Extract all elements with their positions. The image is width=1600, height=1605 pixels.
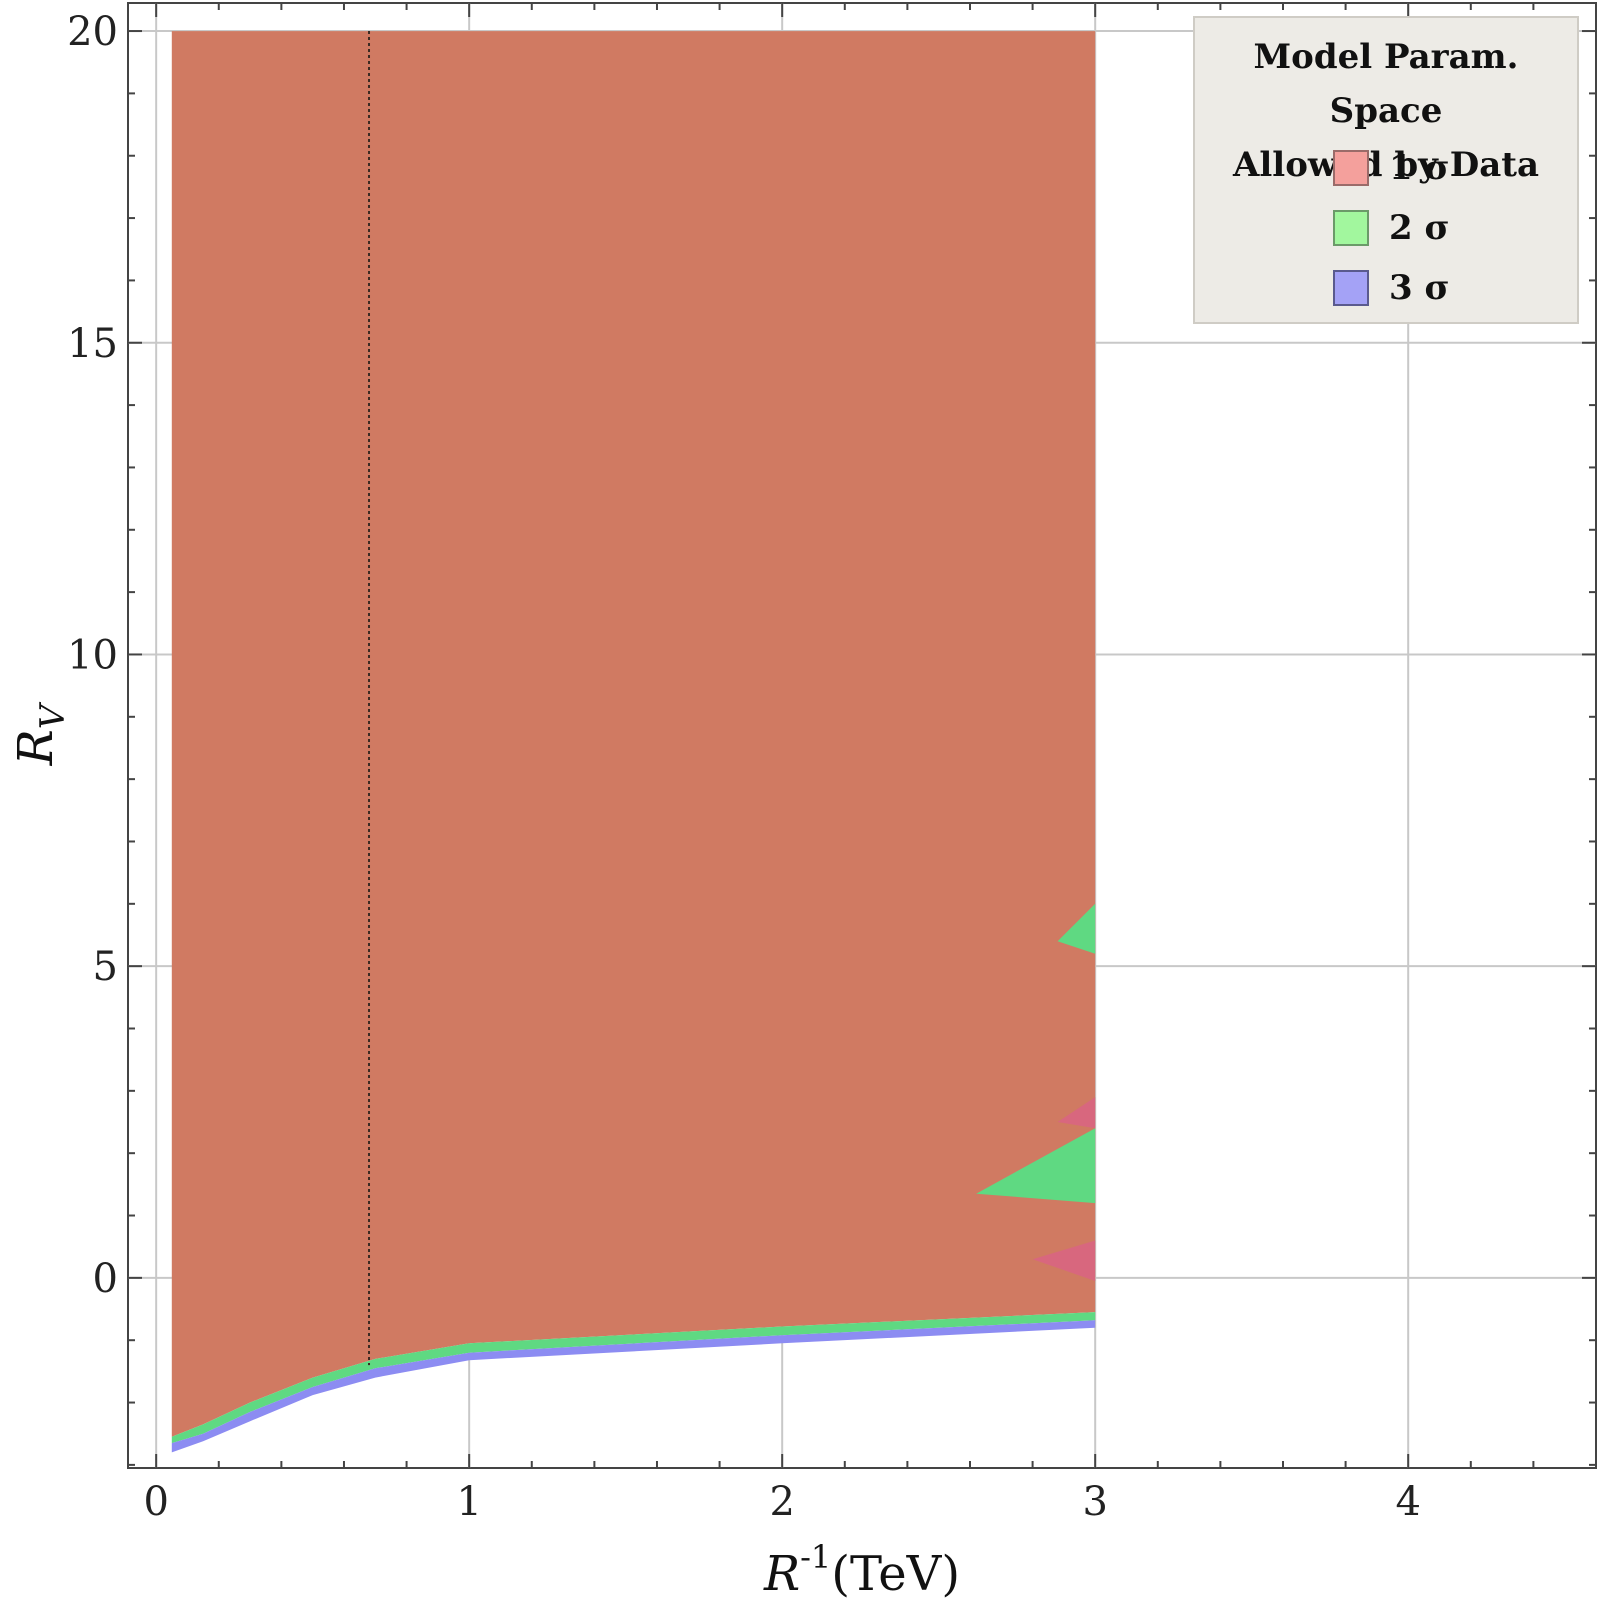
x-tick-label: 4 — [1395, 1479, 1420, 1525]
tick-labels: 0 1 2 3 4 0 5 10 15 20 — [67, 9, 1421, 1525]
y-axis-title-sub: V — [33, 701, 73, 729]
region-patch — [1057, 1097, 1096, 1129]
y-tick-label: 0 — [93, 1256, 118, 1302]
x-axis-title: R-1(TeV) — [763, 1538, 960, 1602]
x-tick-label: 1 — [456, 1479, 481, 1525]
legend-label-1sigma: 1 σ — [1389, 148, 1450, 188]
x-axis-title-unit: (TeV) — [831, 1546, 960, 1602]
region-2σ — [171, 1312, 1096, 1444]
region-patch — [976, 1128, 1096, 1204]
region-1σ — [171, 31, 1096, 1437]
data-regions — [171, 31, 1096, 1453]
legend-title-line1: Model Param. Space — [1253, 37, 1519, 131]
legend-swatch-2sigma — [1333, 210, 1369, 246]
legend-label-2sigma: 2 σ — [1389, 208, 1450, 248]
legend-swatch-1sigma — [1333, 150, 1369, 186]
x-axis-title-base: R — [763, 1546, 800, 1602]
legend-swatch-3sigma — [1333, 270, 1369, 306]
region-patch — [1057, 903, 1096, 954]
x-tick-label: 0 — [143, 1479, 168, 1525]
x-tick-label: 3 — [1082, 1479, 1107, 1525]
x-axis-title-sup: -1 — [800, 1538, 831, 1576]
y-tick-label: 15 — [67, 321, 118, 367]
y-tick-label: 20 — [67, 9, 118, 55]
y-axis-title-base: R — [8, 729, 64, 766]
legend-label-3sigma: 3 σ — [1389, 268, 1450, 308]
y-tick-label: 5 — [93, 944, 118, 990]
legend-item-3sigma: 3 σ — [1333, 268, 1450, 308]
legend: Model Param. Space Allowed by Data 1 σ 2… — [1193, 16, 1579, 324]
y-tick-label: 10 — [67, 632, 118, 678]
region-3σ — [171, 1320, 1096, 1453]
legend-title-line2: Allowed by Data — [1232, 145, 1540, 185]
x-tick-label: 2 — [769, 1479, 794, 1525]
legend-item-1sigma: 1 σ — [1333, 148, 1450, 188]
legend-item-2sigma: 2 σ — [1333, 208, 1450, 248]
y-axis-title: RV — [8, 701, 73, 766]
region-patch — [1032, 1240, 1096, 1281]
axis-ticks — [128, 3, 1596, 1468]
